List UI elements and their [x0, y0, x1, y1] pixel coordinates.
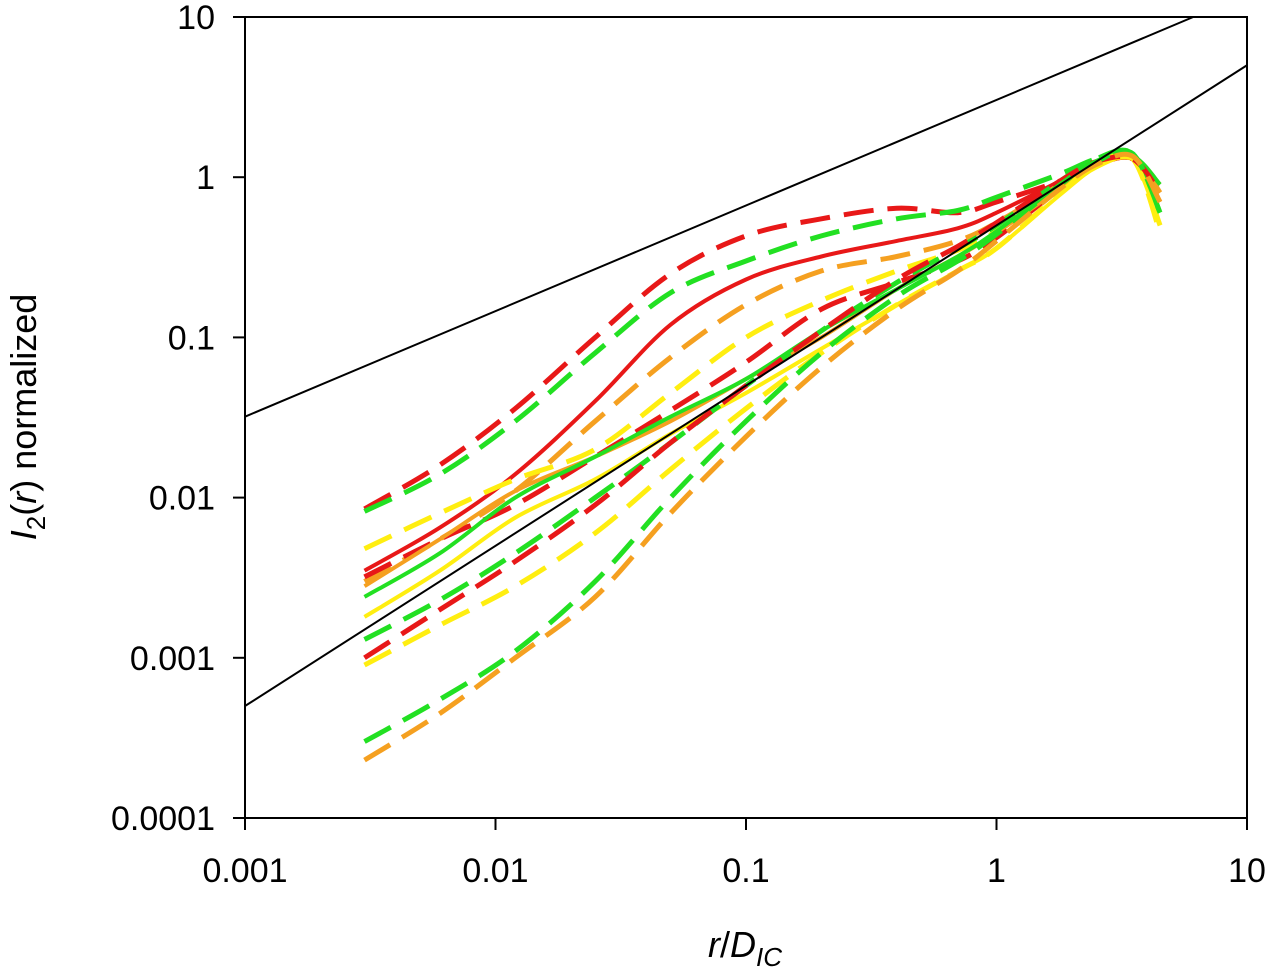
series-line-6 [363, 155, 1162, 580]
series-line-9 [363, 155, 1162, 619]
tick-layer: 0.001 0.01 0.1 1 10 0.0001 0.001 0.01 0.1 1 10 [111, 0, 1266, 890]
y-tick-label: 0.001 [130, 640, 215, 678]
series-line-12 [363, 154, 1163, 660]
y-tick-label: 0.1 [168, 319, 215, 357]
series-line-10 [363, 147, 1163, 642]
reference-line-layer [244, 16, 1248, 707]
x-tick-label: 0.001 [202, 852, 287, 890]
series-layer [363, 147, 1163, 763]
y-tick-label: 0.01 [149, 480, 215, 518]
series-line-13 [363, 148, 1163, 744]
y-axis-label: I2(r) normalized [3, 294, 51, 541]
x-tick-label: 1 [987, 852, 1006, 890]
y-tick-label: 10 [177, 0, 215, 37]
y-tick-label: 1 [196, 159, 215, 197]
x-axis-label: r/DIC [708, 924, 782, 972]
reference-line-1 [244, 16, 1194, 418]
series-line-14 [363, 151, 1163, 763]
plot-frame [244, 16, 1248, 819]
reference-line-2 [244, 64, 1248, 707]
x-tick-label: 0.1 [722, 852, 769, 890]
x-tick-label: 10 [1228, 852, 1266, 890]
x-tick-label: 0.01 [462, 852, 528, 890]
y-tick-label: 0.0001 [111, 800, 215, 838]
